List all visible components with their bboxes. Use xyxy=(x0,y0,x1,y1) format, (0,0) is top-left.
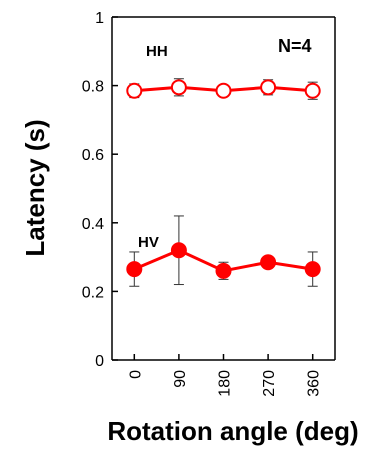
y-tick-label: 0 xyxy=(95,353,104,370)
y-tick-label: 0.6 xyxy=(82,147,104,164)
x-ticks: 0 90 180 270 360 xyxy=(127,354,323,397)
y-axis-title: Latency (s) xyxy=(20,119,50,256)
data-point xyxy=(215,82,232,99)
annotation-n: N=4 xyxy=(278,36,312,56)
y-tick-label: 0.4 xyxy=(82,216,104,233)
data-point xyxy=(260,79,277,96)
x-tick-label: 0 xyxy=(127,370,144,379)
y-tick-label: 0.8 xyxy=(82,79,104,96)
y-tick-label: 1 xyxy=(95,10,104,27)
x-axis-title: Rotation angle (deg) xyxy=(107,416,358,446)
data-point xyxy=(126,82,143,99)
data-point xyxy=(215,262,232,279)
series-hv xyxy=(126,215,321,287)
data-point xyxy=(170,242,187,259)
series-hh xyxy=(126,78,321,100)
annotation-hv: HV xyxy=(138,234,159,251)
x-tick-label: 90 xyxy=(172,370,189,388)
x-tick-label: 180 xyxy=(217,370,234,397)
data-point xyxy=(260,254,277,271)
series-layer xyxy=(126,78,321,287)
data-point xyxy=(304,261,321,278)
y-ticks: 0 0.2 0.4 0.6 0.8 1 xyxy=(82,10,118,370)
x-tick-label: 360 xyxy=(306,370,323,397)
x-tick-label: 270 xyxy=(261,370,278,397)
data-point xyxy=(170,79,187,96)
y-tick-label: 0.2 xyxy=(82,284,104,301)
data-point xyxy=(304,82,321,99)
annotation-hh: HH xyxy=(146,43,168,60)
data-point xyxy=(126,261,143,278)
